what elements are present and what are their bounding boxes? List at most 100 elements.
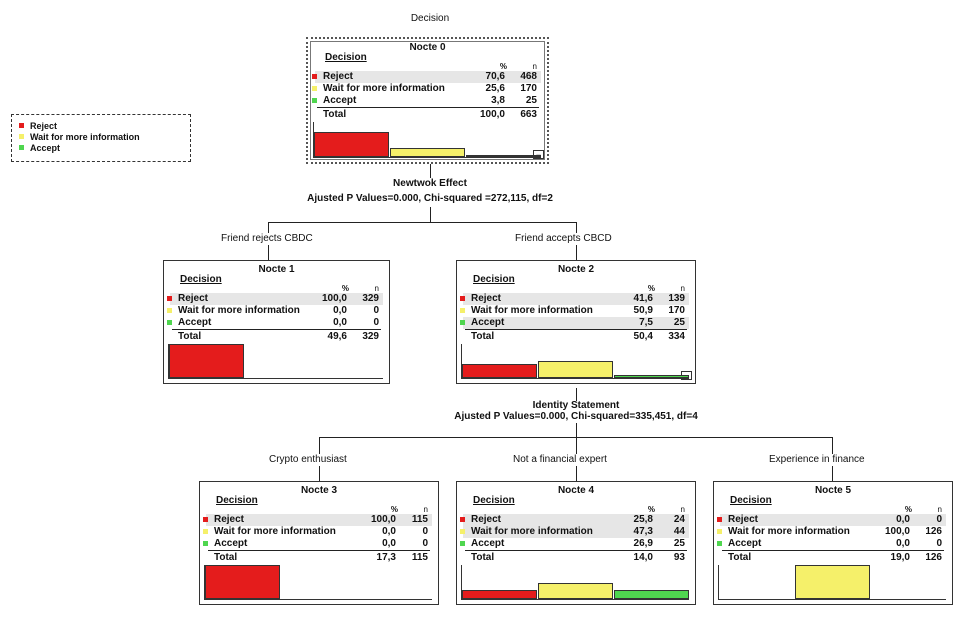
node-0-row-reject [315,71,541,83]
node-5[interactable]: Nocte 5 Decision% n Reject 0,0 0 Wait for more… [713,481,953,605]
node-4-label-reject: Reject [471,514,502,525]
node-0-id: Nocte 0 [409,42,446,53]
node-2-pct-accept: 7,5 [639,317,653,328]
node-3-pct-header: % [390,505,398,514]
node-2-bar-wait [538,361,613,378]
node-2-bar-accept [614,375,689,378]
node-1-n-accept: 0 [373,317,379,328]
node-5-label-wait: Wait for more information [728,526,850,537]
node-1[interactable]: Nocte 1 Decision% n Reject 100,0 329 Wait for … [163,260,390,384]
node-4[interactable]: Nocte 4 Decision% n Reject 25,8 24 Wait for mo… [456,481,696,605]
node-4-swatch-reject [460,517,465,522]
node-3-pct-accept: 0,0 [382,538,396,549]
node-5-total-n: 126 [925,552,942,563]
node-2-label-reject: Reject [471,293,502,304]
node-3-swatch-wait [203,529,208,534]
legend-label-accept: Accept [30,143,61,153]
node-5-pct-reject: 0,0 [896,514,910,525]
node-3-pct-reject: 100,0 [370,514,396,525]
node-2-n-accept: 25 [673,317,685,328]
node-5-label-reject: Reject [728,514,759,525]
node-2-total-label: Total [471,331,495,342]
node-1-pct-header: % [341,284,349,293]
node-4-bar-axis [461,565,462,599]
node-5-n-header: n [937,505,942,514]
node-5-label-accept: Accept [728,538,762,549]
node-4-variable: Decision [473,495,515,506]
node-2-n-wait: 170 [668,305,685,316]
node-0-swatch-wait [312,86,317,91]
tree-title: Decision [410,13,450,24]
node-0-pct-accept: 3,8 [491,95,505,106]
node-4-total-label: Total [471,552,495,563]
node-1-swatch-accept [167,320,172,325]
node-5-pct-header: % [904,505,912,514]
node-1-total-n: 329 [362,331,379,342]
node-3[interactable]: Nocte 3 Decision% n Reject 100,0 115 Wait for … [199,481,439,605]
node-0-pct-wait: 25,6 [485,83,505,94]
node-4-label-accept: Accept [471,538,505,549]
node-0-total-rule [317,107,539,108]
node-3-bar-axis [204,565,205,599]
node-5-swatch-accept [717,541,722,546]
split1-title: Newtwok Effect [393,178,467,189]
node-0-n-accept: 25 [525,95,537,106]
branch-label-not-expert: Not a financial expert [512,454,608,466]
node-2-variable: Decision [473,274,515,285]
node-3-total-n: 115 [411,552,428,563]
node-2-n-reject: 139 [668,293,685,304]
connector-split1-down [430,207,431,222]
node-3-swatch-reject [203,517,208,522]
node-3-n-reject: 115 [411,514,428,525]
node-2-label-wait: Wait for more information [471,305,593,316]
node-1-bar-reject [169,344,244,378]
node-5-variable: Decision [730,495,772,506]
node-4-label-wait: Wait for more information [471,526,593,537]
branch-label-experience: Experience in finance [768,454,866,466]
connector-split1-horizontal [268,222,577,223]
node-3-label-accept: Accept [214,538,248,549]
node-0-swatch-reject [312,74,317,79]
node-1-pct-accept: 0,0 [333,317,347,328]
node-3-total-label: Total [214,552,238,563]
branch-label-crypto: Crypto enthusiast [268,454,348,466]
node-1-id: Nocte 1 [258,264,295,275]
node-4-total-n: 93 [673,552,685,563]
node-5-swatch-reject [717,517,722,522]
node-2-pct-header: % [647,284,655,293]
node-0-label-accept: Accept [323,95,357,106]
node-1-total-pct: 49,6 [327,331,347,342]
node-1-total-rule [172,329,381,330]
node-0-swatch-accept [312,98,317,103]
legend-swatch-reject [19,123,24,128]
node-5-n-accept: 0 [936,538,942,549]
node-4-total-rule [465,550,687,551]
node-1-swatch-wait [167,308,172,313]
node-4-pct-wait: 47,3 [633,526,653,537]
node-2-total-n: 334 [668,331,685,342]
node-1-swatch-reject [167,296,172,301]
node-3-n-accept: 0 [422,538,428,549]
node-1-label-wait: Wait for more information [178,305,300,316]
legend-label-reject: Reject [30,121,58,131]
branch-label-friend-accepts: Friend accepts CBCD [514,233,613,245]
legend-swatch-wait [19,134,24,139]
node-4-bar-reject [462,590,537,599]
node-0-label-wait: Wait for more information [323,83,445,94]
node-1-n-wait: 0 [373,305,379,316]
node-5-swatch-wait [717,529,722,534]
node-5-bar-baseline [718,599,946,600]
node-5-pct-wait: 100,0 [884,526,910,537]
node-4-pct-accept: 26,9 [633,538,653,549]
node-3-variable: Decision [216,495,258,506]
node-1-n-header: n [374,284,379,293]
node-1-n-reject: 329 [362,293,379,304]
node-3-n-wait: 0 [422,526,428,537]
node-0-total-label: Total [323,109,347,120]
node-0-n-reject: 468 [520,71,537,82]
node-1-label-reject: Reject [178,293,209,304]
node-1-variable: Decision [180,274,222,285]
node-2-id: Nocte 2 [557,264,595,275]
